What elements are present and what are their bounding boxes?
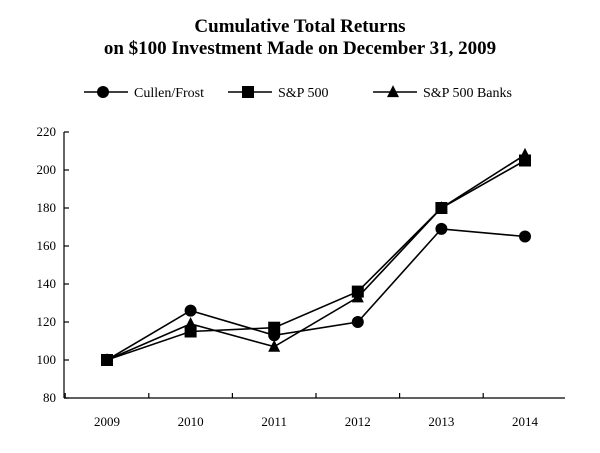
y-tick-label: 180 — [37, 200, 57, 215]
data-point — [519, 147, 531, 160]
y-tick-label: 200 — [37, 162, 57, 177]
series-triangle — [101, 147, 531, 366]
x-tick-label: 2010 — [178, 414, 204, 429]
legend-label: Cullen/Frost — [134, 86, 204, 101]
data-point — [184, 304, 197, 317]
legend-marker-circle — [97, 86, 109, 98]
series-group — [101, 147, 531, 366]
series-line — [106, 154, 526, 361]
y-tick-label: 120 — [37, 314, 57, 329]
y-tick-label: 220 — [37, 124, 57, 139]
data-point — [351, 316, 364, 328]
series-line — [106, 159, 526, 361]
y-tick-label: 160 — [37, 238, 57, 253]
x-tick-label: 2011 — [261, 414, 287, 429]
legend: Cullen/Frost S&P 500 S&P 500 Banks — [84, 85, 512, 101]
y-tick-label: 140 — [37, 276, 57, 291]
data-point — [435, 201, 448, 214]
data-point — [101, 353, 113, 366]
legend-marker-triangle — [387, 85, 399, 98]
data-point — [184, 317, 197, 329]
x-tick-label: 2014 — [512, 414, 539, 429]
legend-item: S&P 500 — [228, 86, 328, 101]
x-tick-label: 2013 — [428, 414, 454, 429]
y-tick-label: 100 — [37, 352, 57, 367]
y-tick-label: 80 — [43, 390, 56, 405]
data-point — [268, 321, 281, 334]
legend-marker-square — [242, 86, 254, 98]
series-circle — [101, 222, 531, 366]
axes: 80 100 120 140 160 180 200 220 2009 2010 2011 2012 2… — [37, 124, 565, 429]
data-point — [435, 222, 448, 235]
chart-title: Cumulative Total Returns — [194, 16, 405, 37]
data-point — [351, 290, 364, 303]
x-tick-label: 2012 — [345, 414, 371, 429]
legend-item: Cullen/Frost — [84, 86, 204, 101]
legend-label: S&P 500 Banks — [423, 86, 512, 101]
chart-subtitle: on $100 Investment Made on December 31, … — [104, 38, 496, 59]
series-line — [106, 228, 526, 361]
legend-item: S&P 500 Banks — [373, 85, 512, 101]
data-point — [519, 230, 531, 243]
data-point — [268, 339, 281, 352]
x-tick-label: 2009 — [94, 414, 120, 429]
legend-label: S&P 500 — [278, 86, 328, 101]
